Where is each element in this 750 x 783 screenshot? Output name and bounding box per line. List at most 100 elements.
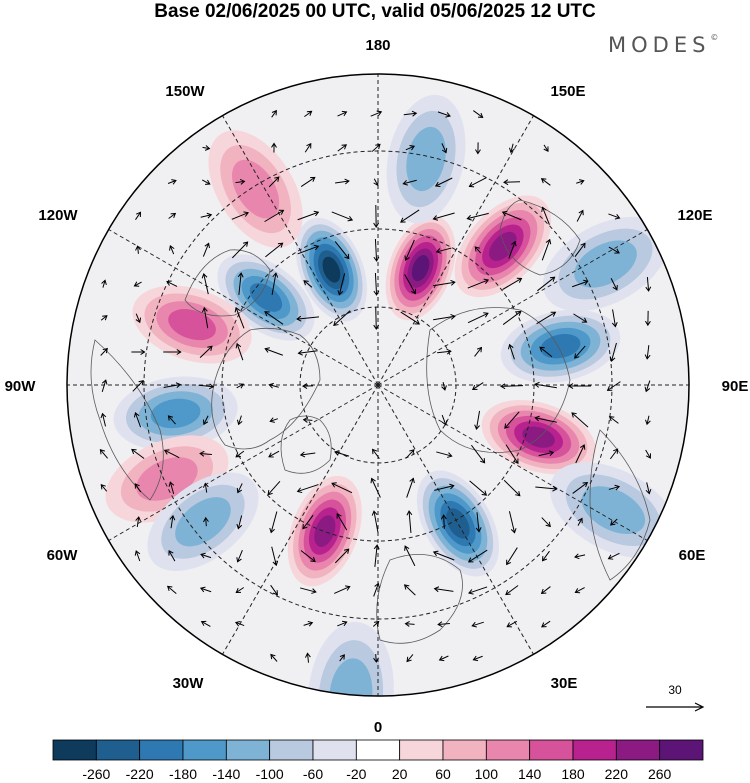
wind-vector <box>433 586 454 593</box>
wind-vector <box>337 144 348 152</box>
wind-vector <box>265 242 284 258</box>
wind-vector <box>296 484 319 494</box>
coastline-greenland <box>280 415 332 474</box>
wind-vector <box>404 545 416 567</box>
wind-vector <box>167 179 177 185</box>
wind-vector <box>437 111 451 118</box>
colorbar-swatch <box>485 739 531 761</box>
anomaly-contour-fill <box>168 309 216 341</box>
wind-vector <box>302 383 314 389</box>
wind-vector <box>501 210 522 221</box>
coastline-europe <box>376 554 463 644</box>
colorbar-swatch <box>442 739 487 761</box>
wind-vector <box>202 415 209 426</box>
wind-vector <box>608 484 621 491</box>
wind-vector <box>235 450 245 458</box>
colorbar-tick-label: 60 <box>435 766 451 782</box>
wind-vector <box>235 342 244 361</box>
wind-vector <box>300 176 316 187</box>
wind-vector <box>334 585 351 594</box>
wind-vector <box>574 553 586 560</box>
wind-vector <box>645 276 652 292</box>
wind-vector <box>607 552 620 560</box>
wind-vector <box>574 587 585 594</box>
anomaly-contour-fill <box>136 457 198 501</box>
wind-vector <box>100 483 108 492</box>
coastline-east-asia <box>499 199 581 276</box>
wind-vector <box>333 310 351 327</box>
colorbar-swatch <box>95 739 141 761</box>
wind-vector <box>541 206 550 225</box>
meridian-line <box>377 384 648 541</box>
wind-vector <box>236 483 243 494</box>
wind-vector <box>297 244 320 255</box>
wind-vector <box>373 654 379 663</box>
negative-anomaly <box>500 309 621 383</box>
wind-vector <box>474 346 483 357</box>
label-90w: 90W <box>5 378 37 395</box>
wind-vector <box>135 245 141 254</box>
wind-vector <box>237 272 244 295</box>
wind-vector <box>509 143 515 154</box>
wind-vector <box>541 517 551 528</box>
wind-vector <box>200 212 213 219</box>
meridian-line <box>377 384 534 655</box>
wind-vector <box>400 311 421 325</box>
wind-vector <box>168 550 176 562</box>
wind-vector <box>503 479 521 497</box>
wind-vector <box>236 383 245 389</box>
anomaly-contour-fill <box>249 283 283 312</box>
wind-vector <box>541 550 550 562</box>
wind-vector <box>441 143 448 154</box>
wind-vector <box>202 482 209 493</box>
wind-vector <box>373 544 380 567</box>
wind-vector <box>571 412 589 428</box>
wind-vector <box>303 620 314 627</box>
wind-vector <box>264 311 284 325</box>
wind-vector <box>131 448 145 459</box>
wind-vector <box>432 550 455 561</box>
anomaly-contour-fill <box>574 240 637 288</box>
wind-vector <box>169 245 175 255</box>
wind-vector <box>199 345 213 359</box>
wind-vector <box>535 485 558 492</box>
wind-vector <box>434 483 455 491</box>
wind-vector <box>202 306 209 329</box>
wind-vector <box>302 417 313 423</box>
wind-vector <box>236 415 243 426</box>
wind-vector <box>163 382 182 389</box>
wind-vector <box>201 179 211 185</box>
colorbar-tick-label: 180 <box>561 766 585 782</box>
wind-vector <box>200 552 212 559</box>
label-120e: 120E <box>677 207 712 224</box>
coastline-east <box>589 429 651 581</box>
wind-vector <box>506 620 518 628</box>
wind-vector <box>609 448 619 460</box>
modes-logo: MODES© <box>608 33 718 57</box>
wind-vector <box>644 345 651 360</box>
wind-vector <box>133 281 142 287</box>
label-60e: 60E <box>679 547 706 564</box>
meridian-line <box>108 229 379 386</box>
wind-vector <box>404 239 415 261</box>
wind-vector <box>135 313 142 324</box>
wind-vector <box>373 306 380 330</box>
wind-vector <box>608 213 621 220</box>
coastlines <box>90 199 651 644</box>
wind-vector <box>404 621 415 627</box>
wind-vector <box>166 585 177 595</box>
wind-vector <box>502 277 523 290</box>
colorbar-swatch <box>355 739 401 761</box>
label-90e: 90E <box>722 378 749 395</box>
wind-vector <box>132 380 144 392</box>
wind-vector <box>610 278 618 291</box>
wind-vector <box>372 620 380 627</box>
wind-vector <box>234 621 245 627</box>
coastline-siberia <box>426 307 571 453</box>
map-boundary <box>66 73 690 697</box>
meridians <box>67 74 689 696</box>
colorbar: -260 -220 -180 -140 -100 -60 -20 20 60 100 140 180 2… <box>52 739 704 782</box>
wind-vector <box>538 450 555 457</box>
wind-vector <box>610 518 618 526</box>
wind-vector <box>100 412 107 427</box>
